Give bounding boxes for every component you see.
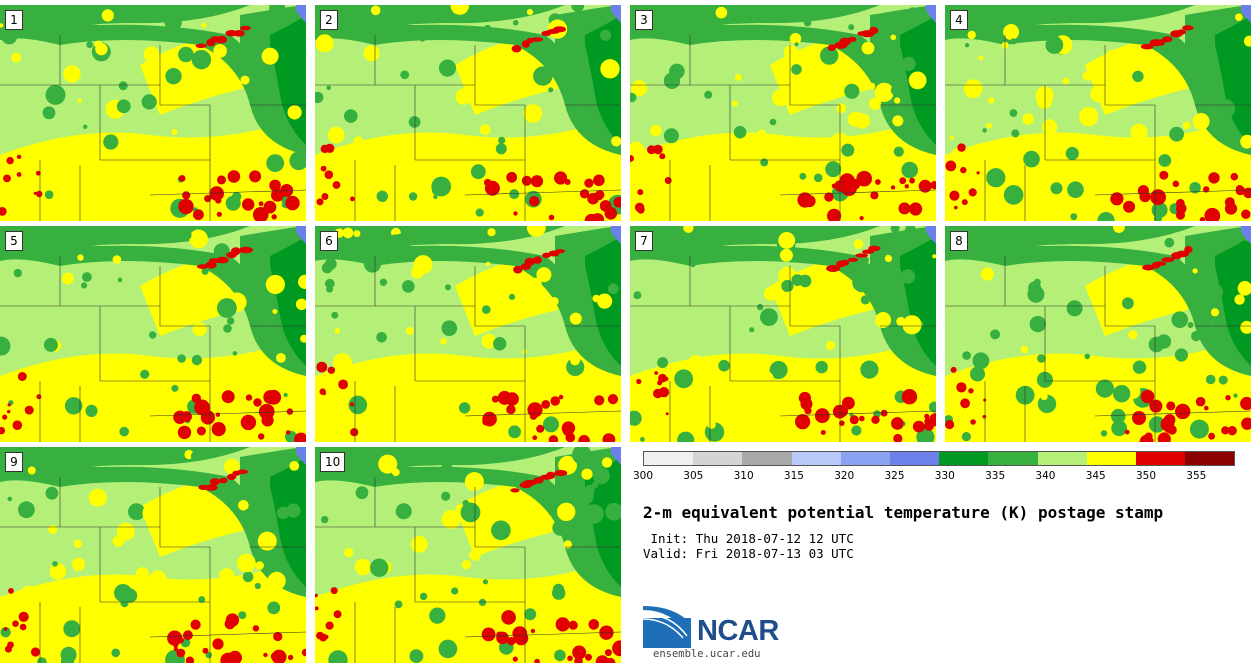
panel-number: 5 [5,231,23,251]
map-panel-5: 5 [0,226,306,442]
valid-time: Valid: Fri 2018-07-13 03 UTC [643,546,854,561]
theta-e-field [315,226,621,442]
colorbar-swatch [1086,452,1136,465]
logo-wordmark: NCAR [697,615,779,647]
colorbar-tick-label: 305 [683,470,704,482]
colorbar-tick-label: 330 [934,470,955,482]
chart-title: 2-m equivalent potential temperature (K)… [643,503,1164,522]
init-time: Init: Thu 2018-07-12 12 UTC [643,531,854,546]
theta-e-field [315,447,621,663]
colorbar-swatch [1185,452,1235,465]
map-panel-7: 7 [630,226,936,442]
colorbar-swatch [1135,452,1186,465]
colorbar-tick-label: 315 [783,470,804,482]
panel-number: 6 [320,231,338,251]
theta-e-field [0,5,306,221]
theta-e-field [630,5,936,221]
map-panel-10: 10 [315,447,621,663]
map-panel-1: 1 [0,5,306,221]
colorbar-tick-label: 300 [633,470,654,482]
theta-e-field [315,5,621,221]
colorbar-swatch [1037,452,1087,465]
panel-number: 9 [5,452,23,472]
panel-number: 4 [950,10,968,30]
colorbar [643,451,1236,466]
colorbar-tick-label: 355 [1186,470,1207,482]
colorbar-swatch [791,452,841,465]
colorbar-swatch [840,452,890,465]
theta-e-field [945,5,1251,221]
colorbar-swatch [693,452,743,465]
map-panel-4: 4 [945,5,1251,221]
colorbar-ticks: 300 305 310 315 320 325 330 335 340 345 350 355 [633,470,1253,484]
panel-number: 8 [950,231,968,251]
panel-number: 10 [320,452,346,472]
theta-e-field [0,226,306,442]
colorbar-tick-label: 325 [884,470,905,482]
theta-e-field [0,447,306,663]
colorbar-swatch [988,452,1038,465]
logo-url: ensemble.ucar.edu [653,648,761,660]
colorbar-swatch [742,452,792,465]
panel-number: 2 [320,10,338,30]
map-panel-3: 3 [630,5,936,221]
colorbar-tick-label: 320 [834,470,855,482]
colorbar-tick-label: 335 [985,470,1006,482]
panel-number: 7 [635,231,653,251]
colorbar-tick-label: 350 [1136,470,1157,482]
map-panel-8: 8 [945,226,1251,442]
map-panel-9: 9 [0,447,306,663]
map-panel-2: 2 [315,5,621,221]
theta-e-field [630,226,936,442]
colorbar-tick-label: 345 [1085,470,1106,482]
colorbar-swatch [644,452,694,465]
colorbar-tick-label: 340 [1035,470,1056,482]
colorbar-tick-label: 310 [733,470,754,482]
theta-e-field [945,226,1251,442]
colorbar-swatch [889,452,940,465]
map-panel-6: 6 [315,226,621,442]
colorbar-swatch [939,452,989,465]
ncar-logo-icon [643,606,691,648]
panel-number: 3 [635,10,653,30]
panel-number: 1 [5,10,23,30]
